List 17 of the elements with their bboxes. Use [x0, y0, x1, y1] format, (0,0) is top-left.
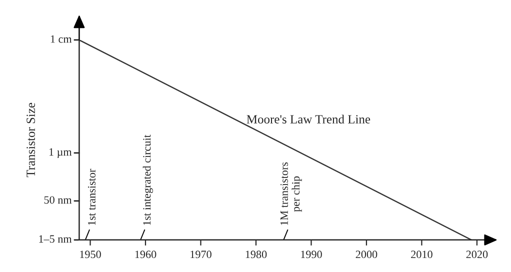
x-tick-label: 1970: [190, 250, 212, 258]
text: 50 nm: [44, 196, 72, 204]
text: 1 µm: [49, 148, 72, 158]
series-label: Moore's Law Trend Line: [246, 114, 370, 124]
annotation: 1st integrated circuit: [142, 134, 153, 225]
x-tick-label: 1980: [246, 250, 267, 258]
x-tick-label: 2010: [411, 250, 432, 258]
x-tick-label: 1990: [301, 250, 322, 258]
text: 1 cm: [50, 35, 72, 43]
annotation: 1M transistors per chip: [280, 162, 302, 225]
annotation: 1st transistor: [88, 168, 96, 225]
x-tick-label: 2000: [356, 250, 378, 258]
text: 1–5 nm: [39, 235, 72, 243]
x-tick-label: 2020: [466, 250, 488, 258]
y-axis-title: Transistor Size: [26, 102, 35, 178]
x-tick-label: 1960: [135, 250, 156, 258]
x-tick-label: 1950: [80, 250, 101, 258]
